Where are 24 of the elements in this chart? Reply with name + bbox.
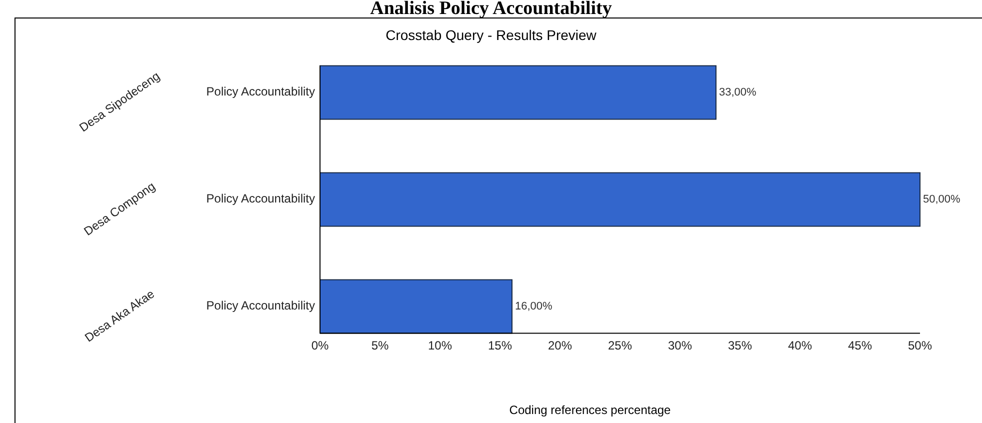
x-tick-label: 45%	[848, 338, 872, 352]
text: Desa Aka Akae	[82, 286, 158, 345]
y-tick-label: Policy Accountability	[206, 84, 315, 99]
data-label: 16,00%	[515, 300, 553, 312]
x-tick-label: 40%	[788, 338, 812, 352]
x-tick-label: 5%	[371, 338, 389, 352]
y-tick-label: Policy Accountability	[206, 192, 315, 206]
chart-title: Analisis Policy Accountability	[370, 0, 612, 19]
bar	[320, 279, 512, 334]
data-label: 33,00%	[719, 86, 757, 98]
x-axis-title: Coding references percentage	[509, 403, 672, 417]
x-tick-label: 15%	[488, 338, 512, 352]
x-tick-label: 30%	[668, 338, 692, 352]
chart-subtitle: Crosstab Query - Results Preview	[386, 27, 598, 43]
x-tick-label: 50%	[908, 338, 932, 352]
x-tick-label: 35%	[728, 338, 752, 352]
x-tick-label: 25%	[608, 338, 632, 352]
x-tick-label: 0%	[311, 338, 329, 352]
x-tick-label: 10%	[428, 338, 452, 352]
x-tick-label: 20%	[548, 338, 572, 352]
y-tick-label: Policy Accountability	[206, 298, 315, 313]
bar	[320, 65, 716, 120]
data-label: 50,00%	[923, 193, 961, 206]
bar	[320, 172, 920, 227]
